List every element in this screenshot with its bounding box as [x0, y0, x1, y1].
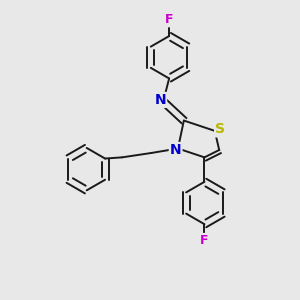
Text: N: N: [154, 93, 166, 107]
Text: S: S: [215, 122, 225, 136]
Text: F: F: [200, 234, 209, 247]
Text: F: F: [165, 14, 173, 26]
Text: N: N: [170, 143, 182, 157]
